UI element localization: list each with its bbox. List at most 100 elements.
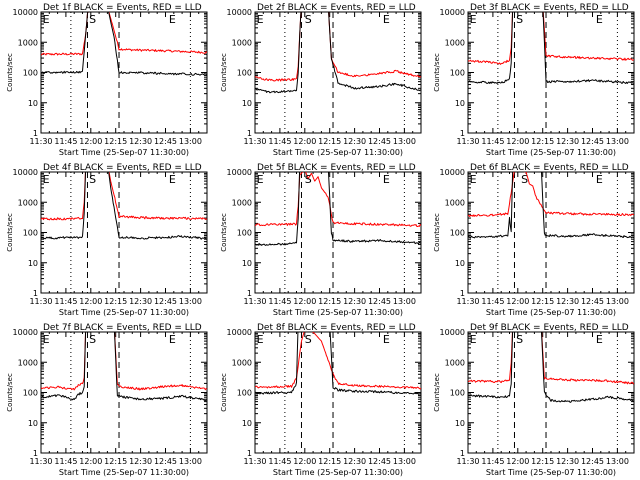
y-axis-label: Counts/sec (6, 53, 14, 92)
x-tick-label: 12:15 (318, 457, 341, 466)
x-tick-label: 12:30 (129, 137, 152, 146)
y-tick-label: 100 (23, 389, 38, 398)
detector-panel: Det 2f BLACK = Events, RED = LLD Counts/s… (220, 3, 422, 157)
lld-series-line (468, 172, 634, 217)
x-tick-label: 12:45 (154, 297, 177, 306)
event-marker-label: E (383, 333, 390, 346)
events-series-line (468, 12, 634, 84)
event-marker-label: S (305, 13, 312, 26)
x-tick-label: 11:30 (456, 137, 479, 146)
x-axis-label: Start Time (25-Sep-07 11:30:00) (486, 148, 616, 157)
x-axis-label: Start Time (25-Sep-07 11:30:00) (59, 308, 189, 317)
event-marker-label: S (89, 333, 96, 346)
y-tick-label: 1000 (232, 358, 252, 367)
x-tick-label: 11:45 (268, 137, 291, 146)
x-axis-label: Start Time (25-Sep-07 11:30:00) (486, 468, 616, 477)
event-marker-label: E (470, 173, 477, 186)
x-tick-label: 12:00 (506, 457, 529, 466)
detector-panel: Det 1f BLACK = Events, RED = LLD Counts/s… (6, 3, 208, 157)
event-marker-label: E (470, 13, 477, 26)
x-tick-label: 11:45 (268, 457, 291, 466)
lld-series-line (41, 172, 207, 221)
y-tick-label: 1000 (445, 198, 465, 207)
plot-frame (254, 171, 422, 294)
x-tick-label: 11:45 (481, 297, 504, 306)
y-tick-label: 10 (242, 419, 252, 428)
plot-frame (40, 331, 208, 454)
event-marker-label: S (89, 173, 96, 186)
event-marker-label: E (43, 13, 50, 26)
detector-panel: Det 9f BLACK = Events, RED = LLD Counts/s… (433, 323, 635, 477)
x-tick-label: 13:00 (393, 137, 416, 146)
x-tick-label: 13:00 (179, 297, 202, 306)
y-tick-label: 1 (33, 449, 38, 458)
lld-series-line (468, 332, 634, 385)
events-series-line (255, 172, 421, 246)
x-tick-label: 12:15 (104, 137, 127, 146)
panel-title: Det 5f BLACK = Events, RED = LLD (257, 163, 416, 173)
x-tick-label: 11:30 (29, 137, 52, 146)
y-axis-label: Counts/sec (6, 373, 14, 412)
y-tick-label: 10000 (227, 168, 252, 177)
y-tick-label: 10000 (13, 328, 38, 337)
events-series-line (468, 332, 634, 403)
x-axis-label: Start Time (25-Sep-07 11:30:00) (273, 468, 403, 477)
event-marker-label: E (169, 173, 176, 186)
event-marker-label: E (383, 173, 390, 186)
event-marker-label: E (470, 333, 477, 346)
y-tick-label: 100 (450, 69, 465, 78)
x-tick-label: 13:00 (606, 297, 629, 306)
events-series-line (41, 332, 207, 402)
y-tick-label: 10 (242, 99, 252, 108)
y-tick-label: 10000 (13, 168, 38, 177)
x-tick-label: 12:45 (368, 457, 391, 466)
y-axis-label: Counts/sec (220, 373, 228, 412)
events-series-line (468, 172, 634, 239)
plot-frame (467, 171, 635, 294)
lld-series-line (255, 332, 421, 390)
x-tick-label: 12:00 (79, 457, 102, 466)
y-tick-label: 10 (455, 99, 465, 108)
event-marker-label: S (89, 13, 96, 26)
y-tick-label: 100 (450, 389, 465, 398)
y-tick-label: 10000 (227, 8, 252, 17)
y-axis-label: Counts/sec (6, 213, 14, 252)
y-tick-label: 10000 (227, 328, 252, 337)
y-tick-label: 10000 (440, 328, 465, 337)
plot-frame (467, 331, 635, 454)
x-tick-label: 12:30 (129, 457, 152, 466)
x-tick-label: 13:00 (606, 457, 629, 466)
y-tick-label: 100 (237, 229, 252, 238)
x-tick-label: 12:00 (506, 297, 529, 306)
event-marker-label: E (383, 13, 390, 26)
x-tick-label: 11:30 (243, 297, 266, 306)
y-tick-label: 10 (242, 259, 252, 268)
x-tick-label: 12:15 (531, 457, 554, 466)
y-axis-label: Counts/sec (433, 213, 441, 252)
x-tick-label: 11:30 (456, 457, 479, 466)
x-tick-label: 12:15 (531, 137, 554, 146)
events-series-line (255, 12, 421, 94)
y-tick-label: 1 (460, 129, 465, 138)
y-tick-label: 1 (460, 449, 465, 458)
y-tick-label: 1000 (18, 38, 38, 47)
x-axis-label: Start Time (25-Sep-07 11:30:00) (59, 468, 189, 477)
x-tick-label: 13:00 (179, 457, 202, 466)
x-tick-label: 12:30 (556, 457, 579, 466)
event-marker-label: S (305, 173, 312, 186)
x-tick-label: 12:30 (343, 297, 366, 306)
event-marker-label: S (516, 333, 523, 346)
x-tick-label: 12:15 (104, 457, 127, 466)
events-series-line (41, 172, 207, 240)
panel-title: Det 9f BLACK = Events, RED = LLD (470, 323, 629, 333)
event-marker-label: E (43, 333, 50, 346)
y-tick-label: 1 (247, 129, 252, 138)
x-tick-label: 12:15 (318, 137, 341, 146)
y-tick-label: 10 (455, 259, 465, 268)
y-axis-label: Counts/sec (433, 373, 441, 412)
y-tick-label: 1000 (445, 358, 465, 367)
x-tick-label: 12:00 (506, 137, 529, 146)
lld-series-line (468, 12, 634, 65)
y-tick-label: 10 (28, 99, 38, 108)
